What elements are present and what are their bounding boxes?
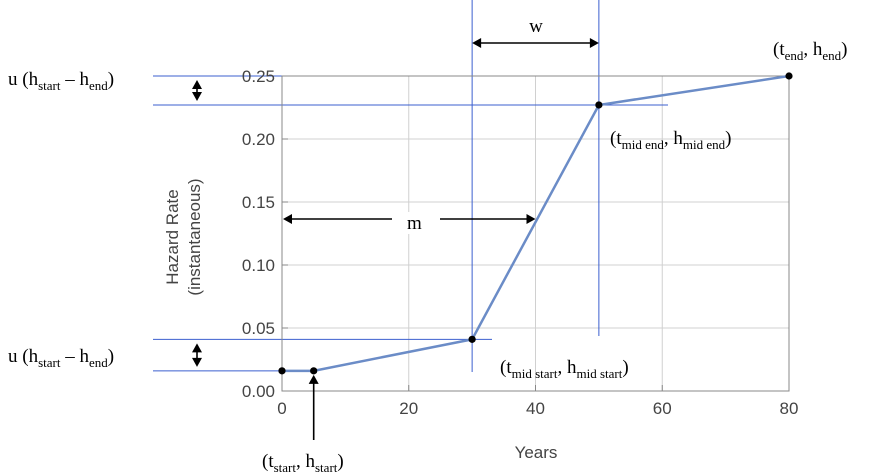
label-text: ) xyxy=(725,128,731,149)
y-tick-label: 0.10 xyxy=(242,256,275,275)
label-text: ) xyxy=(108,69,114,90)
label-text: ) xyxy=(622,357,628,378)
guide-lines xyxy=(153,0,668,372)
label-text: u (h xyxy=(8,69,39,90)
y-tick-label: 0.25 xyxy=(242,67,275,86)
x-tick-label: 40 xyxy=(526,399,545,418)
y-axis-ticks: 0.00 0.05 0.10 0.15 0.20 0.25 xyxy=(242,67,288,401)
label-start-point: (tstart, hstart) xyxy=(262,451,344,475)
width-arrow-head-left xyxy=(472,38,482,48)
label-text: – h xyxy=(60,346,89,367)
x-tick-label: 60 xyxy=(653,399,672,418)
label-subscript: end xyxy=(785,48,804,63)
label-mid-end-point: (tmid end, hmid end) xyxy=(610,128,731,152)
width-arrow-head-right xyxy=(589,38,599,48)
y-tick-label: 0.15 xyxy=(242,193,275,212)
label-text: , h xyxy=(803,39,823,60)
label-subscript: start xyxy=(38,78,61,93)
data-point-markers xyxy=(278,72,793,375)
x-axis-label: Years xyxy=(515,443,558,462)
label-text: (t xyxy=(773,39,785,60)
x-tick-label: 80 xyxy=(780,399,799,418)
label-subscript: mid end xyxy=(683,137,726,152)
label-midpoint: m xyxy=(407,213,422,234)
data-point xyxy=(785,72,793,80)
u-bottom-arrow-head-up xyxy=(192,343,202,353)
label-text: , h xyxy=(296,451,316,472)
midpoint-arrow-head-left xyxy=(283,214,292,224)
label-subscript: mid end xyxy=(622,137,665,152)
label-width: w xyxy=(529,16,543,37)
label-mid-start-point: (tmid start, hmid start) xyxy=(500,357,629,381)
label-text: , h xyxy=(557,357,577,378)
label-subscript: end xyxy=(822,48,841,63)
u-bottom-arrow-head-down xyxy=(192,357,202,367)
midpoint-arrow-head-right xyxy=(526,214,536,224)
start-pointer-arrow-head xyxy=(308,374,319,384)
label-subscript: mid start xyxy=(576,366,622,381)
label-subscript: start xyxy=(315,460,338,475)
label-text: u (h xyxy=(8,346,39,367)
grid-lines xyxy=(281,75,790,392)
x-tick-label: 20 xyxy=(399,399,418,418)
label-text: ) xyxy=(841,39,847,60)
data-point xyxy=(278,367,286,375)
data-point xyxy=(310,367,318,375)
label-text: (t xyxy=(262,451,274,472)
label-subscript: end xyxy=(89,78,108,93)
label-text: ) xyxy=(108,346,114,367)
label-subscript: start xyxy=(38,355,61,370)
label-text: ) xyxy=(337,451,343,472)
x-axis-ticks: 0 20 40 60 80 xyxy=(277,385,798,418)
data-point xyxy=(468,335,476,343)
u-top-arrow-head-up xyxy=(192,80,202,89)
label-text: (t xyxy=(500,357,512,378)
y-axis-label-line2: (instantaneous) xyxy=(185,178,204,295)
label-text: – h xyxy=(60,69,89,90)
label-u-top: u (hstart – hend) xyxy=(8,69,114,93)
x-tick-label: 0 xyxy=(277,399,286,418)
label-subscript: mid start xyxy=(512,366,558,381)
label-end-point: (tend, hend) xyxy=(773,39,848,63)
label-m-background xyxy=(392,212,440,234)
data-point xyxy=(595,101,603,109)
label-text: (t xyxy=(610,128,622,149)
label-text: , h xyxy=(664,128,684,149)
y-tick-label: 0.20 xyxy=(242,130,275,149)
label-u-bottom: u (hstart – hend) xyxy=(8,346,114,370)
label-subscript: start xyxy=(274,460,297,475)
y-axis-label-line1: Hazard Rate xyxy=(163,189,182,284)
y-tick-label: 0.05 xyxy=(242,319,275,338)
u-top-arrow-head-down xyxy=(192,91,202,101)
label-subscript: end xyxy=(89,355,108,370)
y-tick-label: 0.00 xyxy=(242,382,275,401)
